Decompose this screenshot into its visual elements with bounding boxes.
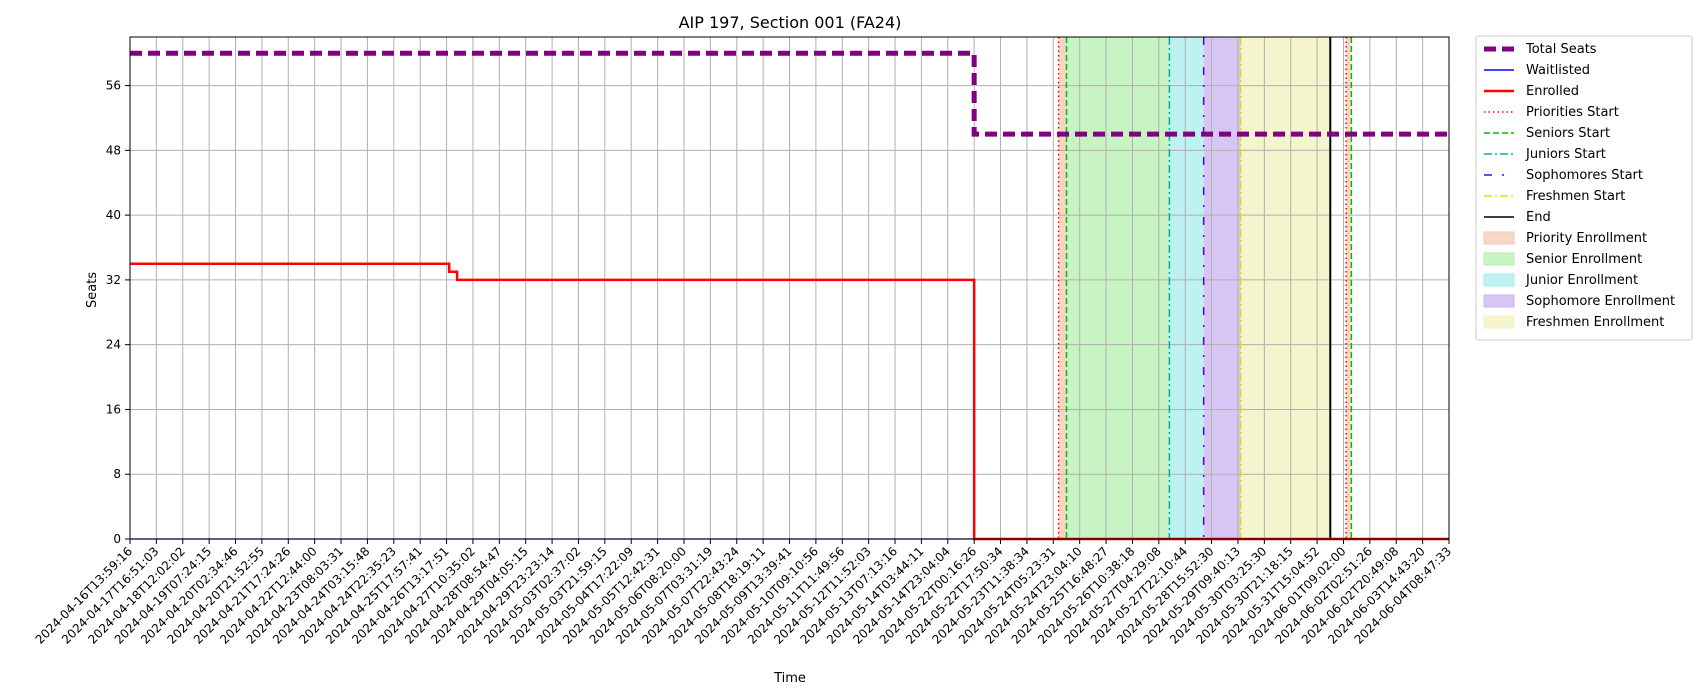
legend-swatch-freshmen-enrollment (1483, 315, 1515, 329)
y-tick-label: 0 (113, 532, 121, 546)
x-axis-ticks: 2024-04-16T13:59:162024-04-17T16:51:0320… (33, 539, 1454, 647)
y-tick-label: 16 (106, 402, 121, 416)
legend-label: End (1526, 210, 1551, 225)
legend-swatch-sophomore-enrollment (1483, 294, 1515, 308)
y-tick-label: 56 (106, 79, 121, 93)
legend-label: Freshmen Enrollment (1526, 315, 1664, 330)
x-axis-label: Time (773, 671, 806, 686)
legend-swatch-senior-enrollment (1483, 252, 1515, 266)
y-axis-ticks: 0 8 16 24 32 40 48 56 (106, 79, 130, 546)
legend-label: Sophomore Enrollment (1526, 294, 1675, 309)
legend-label: Priority Enrollment (1526, 231, 1647, 246)
legend-label: Junior Enrollment (1525, 273, 1638, 288)
region-freshmen-enrollment (1240, 37, 1331, 539)
y-tick-label: 32 (106, 273, 121, 287)
legend-label: Senior Enrollment (1526, 252, 1642, 267)
y-tick-label: 8 (113, 467, 121, 481)
region-priority-enrollment (1058, 37, 1067, 539)
y-tick-label: 40 (106, 208, 121, 222)
legend-label: Sophomores Start (1526, 168, 1643, 183)
phase-markers (1057, 37, 1353, 539)
legend-label: Juniors Start (1525, 147, 1606, 162)
region-junior-enrollment (1169, 37, 1204, 539)
legend: Total Seats Waitlisted Enrolled Priorities … (1475, 35, 1693, 341)
chart-title: AIP 197, Section 001 (FA24) (679, 13, 902, 32)
series-total-seats (130, 50, 1449, 137)
legend-label: Freshmen Start (1526, 189, 1625, 204)
region-senior-enrollment (1066, 37, 1170, 539)
y-tick-label: 24 (106, 338, 121, 352)
legend-label: Seniors Start (1526, 126, 1610, 141)
region-sophomore-enrollment (1203, 37, 1241, 539)
legend-label: Enrolled (1526, 84, 1579, 99)
legend-box (1475, 35, 1693, 341)
legend-swatch-priority-enrollment (1483, 231, 1515, 245)
y-axis-label: Seats (85, 272, 100, 308)
legend-label: Priorities Start (1526, 105, 1619, 120)
y-tick-label: 48 (106, 143, 121, 157)
legend-label: Total Seats (1525, 42, 1597, 57)
region-priority-enrollment (1346, 37, 1352, 539)
legend-label: Waitlisted (1526, 63, 1590, 78)
series-enrolled (130, 262, 1449, 541)
enrollment-regions (1058, 37, 1352, 539)
grid (129, 37, 1450, 540)
legend-swatch-junior-enrollment (1483, 273, 1515, 287)
